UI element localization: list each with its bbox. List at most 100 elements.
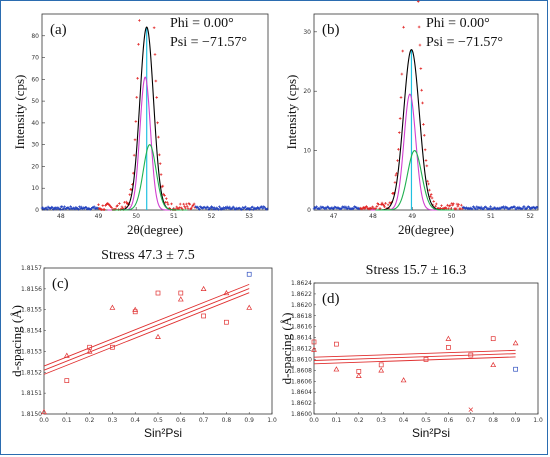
phi-annotation: Phi = 0.00° [170,16,234,31]
data-point [324,207,328,211]
y-tick-label: 70 [31,55,39,62]
data-point [178,202,182,206]
y-tick-label: 20 [303,88,311,95]
data-point [352,207,355,210]
data-point [159,173,163,176]
fit-curve-1 [107,76,183,211]
x-tick-label: 0.9 [244,417,254,424]
y-tick-label: 1.8152 [21,369,42,376]
y-tick-label: 0 [35,207,39,214]
y-tick-label: 20 [31,163,39,170]
x-tick-label: 0.7 [199,417,209,424]
data-point [528,205,531,209]
data-point [170,202,173,206]
plot-area [313,282,539,415]
data-point [416,0,420,3]
x-tick-label: 49 [95,213,103,220]
data-point [109,304,116,310]
y-tick-label: 30 [303,29,311,36]
data-point [468,407,474,412]
data-point [454,207,458,211]
data-point [155,96,159,99]
data-point [430,196,434,200]
data-point [41,206,45,210]
data-point [460,203,463,207]
x-axis-label: Sin²Psi [412,426,450,440]
data-point [426,179,430,183]
plot-area [41,13,269,211]
x-tick-label: 1.0 [533,417,543,424]
data-point [135,95,139,99]
data-point [423,148,427,152]
data-point [311,339,317,345]
data-point [513,205,517,209]
panel-d: 0.0 0.1 0.2 0.3 0.4 0.5 0.6 0.7 0.8 0.9 1.0 1.8600 1… [279,263,543,440]
data-point [64,378,70,383]
data-point [231,206,234,210]
data-point [175,205,179,209]
data-point [378,362,384,368]
data-point [92,205,96,209]
data-point [132,309,138,315]
data-point [200,285,207,292]
data-point [184,206,187,210]
data-point [101,204,105,207]
x-tick-label: 0.3 [108,417,118,424]
x-axis-label: 2θ(degree) [127,222,183,237]
x-tick-label: 0.4 [130,417,140,424]
data-point [190,206,193,210]
data-point [137,42,140,46]
data-point [49,207,52,210]
data-point [244,205,247,209]
y-axis-label: d-spacing (Å) [9,305,24,377]
y-tick-label: 1.8612 [291,346,312,353]
data-point [318,207,322,211]
data-point [371,205,374,209]
data-point [417,25,421,29]
data-point [261,207,265,210]
data-point [476,207,479,211]
data-point [232,206,236,210]
data-point [522,205,526,209]
data-point [161,184,165,188]
data-point [400,72,404,76]
stress-annotation: Stress 47.3 ± 7.5 [101,248,195,263]
data-point [468,352,474,358]
data-point [402,25,405,29]
data-point [177,296,184,302]
y-tick-label: 1.8156 [21,286,42,293]
fit-line-1 [313,353,516,361]
x-tick-label: 50 [448,213,456,220]
data-point [521,207,524,210]
data-point [73,207,77,211]
x-tick-label: 52 [526,213,534,220]
data-point [428,188,431,192]
fit-line-0 [43,292,250,375]
fit-line-1 [43,288,250,371]
data-point [440,204,443,207]
y-tick-label: 10 [31,185,39,192]
data-point [535,206,539,209]
y-tick-label: 1.8151 [21,390,42,397]
data-point [396,159,399,162]
data-point [399,96,403,99]
data-point [246,304,253,310]
y-tick-label: 1.8618 [291,313,312,320]
y-tick-label: 0 [307,207,311,214]
data-point [62,206,66,210]
fit-line-2 [43,283,250,367]
data-point [460,207,464,211]
data-point [471,207,474,211]
data-point [156,121,159,125]
x-tick-label: 0.7 [466,417,476,424]
data-point [422,123,425,126]
data-point [87,344,92,350]
data-point [78,207,82,211]
data-point [217,208,220,211]
data-point [478,207,482,210]
data-point [103,208,106,211]
x-axis-label: Sin²Psi [144,426,182,440]
y-axis-label: Intensity (cps) [12,75,27,150]
data-point [165,197,168,200]
